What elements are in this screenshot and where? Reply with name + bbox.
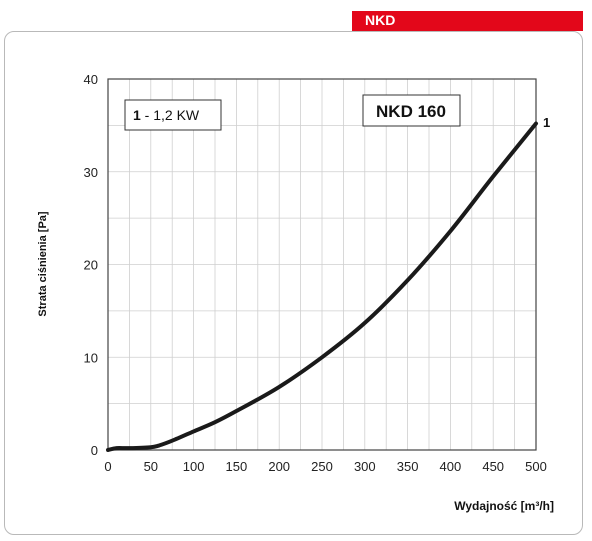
x-tick-label: 250 (311, 459, 333, 474)
plot-area (107, 78, 537, 451)
x-tick-label: 50 (144, 459, 158, 474)
y-tick-label: 30 (84, 165, 98, 180)
y-axis-label: Strata ciśnienia [Pa] (37, 211, 49, 316)
legend-box (124, 99, 222, 131)
x-tick-label: 150 (226, 459, 248, 474)
grid (108, 79, 536, 450)
chart-title: NKD 160 (376, 102, 446, 121)
legend-label: - 1,2 KW (141, 107, 200, 123)
brand-bar: NKD (352, 11, 583, 31)
x-tick-label: 500 (525, 459, 547, 474)
x-tick-label: 400 (440, 459, 462, 474)
x-tick-label: 100 (183, 459, 205, 474)
x-tick-label: 300 (354, 459, 376, 474)
legend-text: 1 - 1,2 KW (133, 107, 200, 123)
x-tick-label: 450 (482, 459, 504, 474)
title-box (362, 94, 461, 127)
series-label-1: 1 (543, 115, 550, 130)
chart-frame (4, 31, 583, 535)
x-axis-label: Wydajność [m³/h] (454, 499, 554, 513)
x-tick-label: 200 (268, 459, 290, 474)
x-tick-label: 0 (104, 459, 111, 474)
series-line-1 (106, 121, 538, 452)
y-tick-label: 10 (84, 350, 98, 365)
y-axis: 0 10 20 30 40 (84, 72, 98, 458)
x-axis: 0 50 100 150 200 250 300 350 400 450 500 (104, 459, 546, 474)
y-tick-label: 0 (91, 443, 98, 458)
brand-label: NKD (365, 12, 396, 28)
legend-number: 1 (133, 107, 141, 123)
y-tick-label: 20 (84, 258, 98, 273)
y-tick-label: 40 (84, 72, 98, 87)
x-tick-label: 350 (397, 459, 419, 474)
